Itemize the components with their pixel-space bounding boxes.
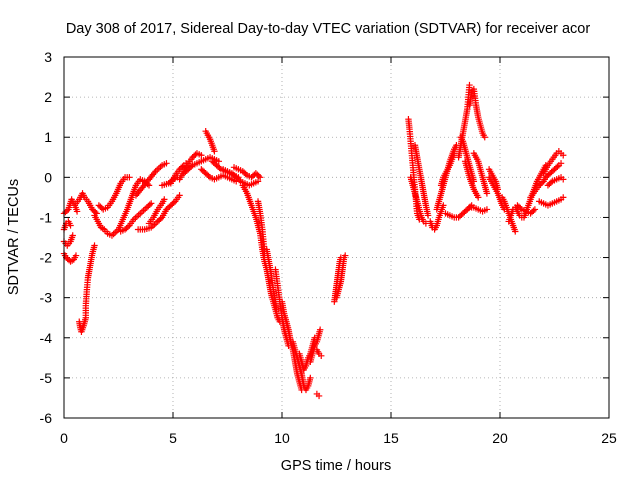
data-point-marker xyxy=(157,215,164,222)
plot-frame xyxy=(63,56,610,419)
data-point-marker xyxy=(257,174,264,181)
data-points xyxy=(60,81,567,400)
data-point-marker xyxy=(205,172,212,180)
x-tick-label: 0 xyxy=(60,430,68,446)
data-point-marker xyxy=(307,374,314,382)
data-point-marker xyxy=(148,200,155,207)
data-point-marker xyxy=(63,207,71,214)
data-point-marker xyxy=(73,208,81,215)
data-point-marker xyxy=(198,152,205,159)
data-point-marker xyxy=(440,202,447,209)
data-point-marker xyxy=(483,206,491,213)
data-point-marker xyxy=(466,81,473,89)
y-tick-label: -6 xyxy=(40,410,53,426)
y-axis-label: SDTVAR / TECUs xyxy=(6,179,22,295)
data-point-marker xyxy=(273,306,280,313)
y-tick-label: -5 xyxy=(40,370,53,386)
data-point-marker xyxy=(517,204,524,212)
x-axis-label: GPS time / hours xyxy=(281,458,391,474)
data-point-marker xyxy=(91,242,98,249)
data-point-marker xyxy=(216,164,223,172)
x-tick-label: 10 xyxy=(274,430,290,446)
data-point-marker xyxy=(316,326,324,333)
data-point-marker xyxy=(163,160,170,167)
x-tick-label: 20 xyxy=(492,430,508,446)
data-point-marker xyxy=(126,174,133,181)
data-point-marker xyxy=(560,152,567,159)
y-tick-label: 2 xyxy=(44,89,52,105)
data-point-marker xyxy=(560,176,567,183)
y-tick-label: 0 xyxy=(44,169,52,185)
data-point-marker xyxy=(124,223,132,231)
y-tick-label: -4 xyxy=(40,330,53,346)
data-point-marker xyxy=(481,134,488,141)
x-tick-label: 5 xyxy=(169,430,177,446)
x-tick-label: 25 xyxy=(601,430,617,446)
data-point-marker xyxy=(72,252,80,259)
data-point-marker xyxy=(475,194,482,201)
y-tick-label: -2 xyxy=(40,250,53,266)
data-point-marker xyxy=(69,232,76,239)
data-point-marker xyxy=(467,203,474,210)
data-point-marker xyxy=(531,206,539,213)
data-point-marker xyxy=(483,190,491,197)
y-tick-label: 3 xyxy=(44,49,52,65)
data-point-marker xyxy=(176,192,183,199)
y-tick-label: -1 xyxy=(40,209,53,225)
y-tick-label: 1 xyxy=(44,129,52,145)
data-point-marker xyxy=(67,222,74,229)
data-point-marker xyxy=(170,199,177,206)
data-point-marker xyxy=(92,208,99,216)
data-point-marker xyxy=(318,352,325,360)
y-tick-label: -3 xyxy=(40,290,53,306)
data-point-marker xyxy=(494,186,502,193)
data-point-marker xyxy=(342,252,349,259)
data-point-marker xyxy=(557,160,565,167)
data-point-marker xyxy=(530,207,537,214)
x-tick-label: 15 xyxy=(383,430,399,446)
data-point-marker xyxy=(211,148,218,155)
data-point-marker xyxy=(254,178,262,185)
data-point-marker xyxy=(538,179,546,186)
data-point-marker xyxy=(255,172,262,180)
data-point-marker xyxy=(187,163,195,170)
data-point-marker xyxy=(560,194,567,201)
data-point-marker xyxy=(242,170,249,178)
data-point-marker xyxy=(161,196,168,203)
chart-title: Day 308 of 2017, Sidereal Day-to-day VTE… xyxy=(66,21,591,37)
y-axis-ticks: -6 -5 -4 -3 -2 -1 0 1 2 3 xyxy=(40,49,609,426)
data-point-marker xyxy=(235,176,243,184)
data-point-marker xyxy=(146,201,153,208)
data-point-marker xyxy=(215,158,222,165)
data-point-marker xyxy=(547,179,555,186)
data-point-marker xyxy=(554,163,561,170)
data-point-marker xyxy=(512,228,519,235)
data-point-marker xyxy=(315,392,323,400)
data-point-marker xyxy=(424,212,432,219)
